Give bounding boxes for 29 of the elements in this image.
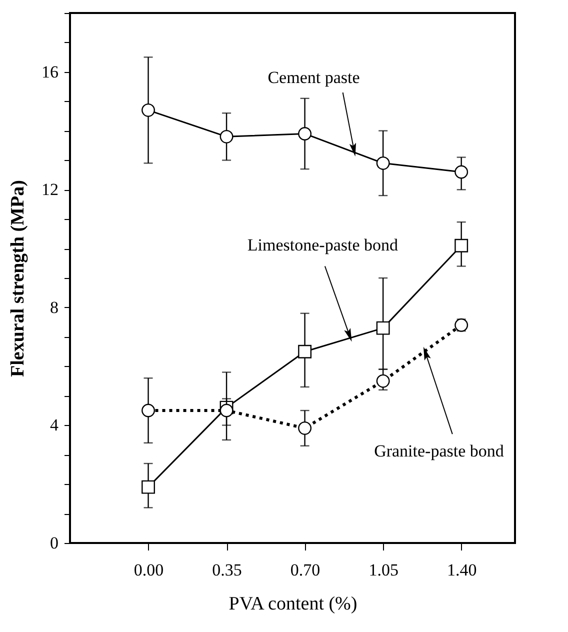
x-axis-title: PVA content (%): [228, 594, 358, 614]
x-tick-label: 1.40: [446, 560, 477, 580]
point: [142, 480, 155, 494]
text: Cement paste: [268, 68, 360, 87]
y-tick-label: 8: [50, 298, 58, 317]
point: [220, 404, 234, 418]
point: [142, 103, 155, 117]
x-tick-label: 0.70: [290, 560, 320, 580]
point: [298, 421, 312, 435]
text: Granite-paste bond: [374, 442, 504, 461]
y-tick-label: 12: [42, 180, 58, 200]
point: [454, 165, 468, 179]
x-tick-label: 1.05: [368, 560, 398, 580]
y-axis-title: Flexural strength (MPa): [8, 180, 28, 377]
x-tick-label: 0.35: [212, 560, 242, 580]
point: [220, 130, 234, 144]
point: [142, 404, 155, 418]
point: [454, 318, 468, 332]
point: [454, 238, 468, 252]
y-tick-label: 4: [50, 416, 59, 435]
point: [298, 127, 312, 140]
point: [376, 374, 390, 388]
y-tick-label: 0: [50, 534, 58, 552]
x-tick-label: 0.00: [134, 560, 164, 580]
point: [376, 156, 390, 170]
y-tick-label: 16: [42, 62, 58, 82]
text: Limestone-paste bond: [247, 236, 398, 255]
point: [298, 344, 312, 358]
point: [376, 321, 390, 335]
